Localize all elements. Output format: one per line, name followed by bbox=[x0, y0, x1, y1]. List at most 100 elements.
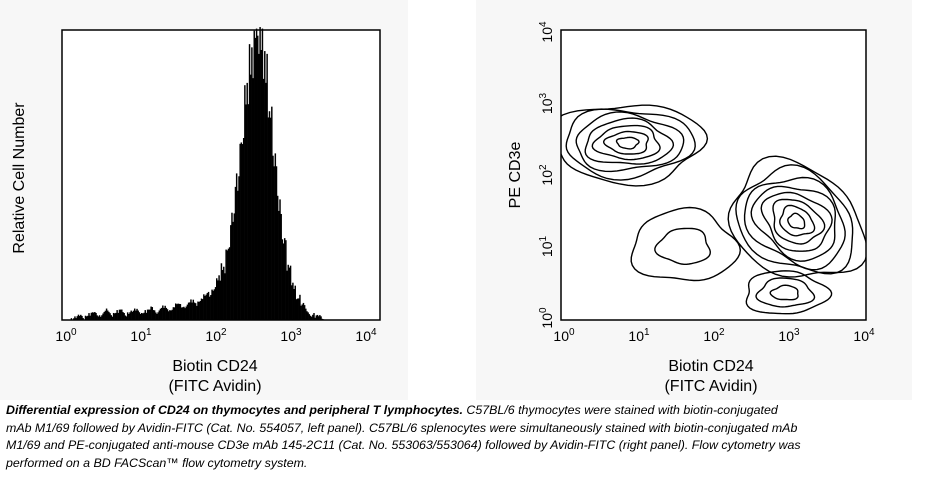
histogram-bar bbox=[183, 306, 185, 320]
figure: 100 101 102 103 104 Relative Cell Number Bio… bbox=[11, 21, 875, 395]
caption-body: C57BL/6 thymocytes were stained with bio… bbox=[6, 403, 801, 470]
contour-y-tick-label: 104 bbox=[538, 21, 555, 43]
contour-line bbox=[602, 130, 649, 155]
histogram-bar bbox=[87, 315, 89, 320]
histogram-bar bbox=[220, 263, 223, 320]
tick-base: 10 bbox=[853, 328, 869, 344]
histogram-bar bbox=[213, 289, 216, 320]
histogram-bar bbox=[162, 305, 164, 320]
tick-exponent: 3 bbox=[538, 92, 549, 98]
histogram-bar bbox=[285, 240, 287, 320]
histogram-bar bbox=[76, 316, 79, 320]
histogram-bar bbox=[117, 312, 120, 320]
contour-x-tick-label: 104 bbox=[853, 327, 875, 344]
histogram-bar bbox=[149, 309, 151, 320]
histogram-bar bbox=[216, 278, 218, 320]
histogram-bar bbox=[107, 310, 109, 320]
histogram-bar bbox=[291, 285, 293, 320]
contour-line bbox=[591, 124, 661, 161]
histogram-bar bbox=[174, 303, 177, 320]
histogram-bar bbox=[159, 308, 162, 320]
histogram-bar bbox=[235, 173, 238, 320]
histogram-bar bbox=[74, 316, 76, 320]
tick-exponent: 4 bbox=[538, 21, 549, 27]
histogram-bar bbox=[316, 314, 319, 320]
histogram-bar bbox=[267, 117, 270, 320]
histogram-bar bbox=[131, 311, 134, 320]
contour-y-tick-label: 102 bbox=[538, 164, 555, 186]
tick-exponent: 4 bbox=[869, 327, 875, 338]
histogram-bar bbox=[165, 307, 168, 320]
contour-line bbox=[727, 155, 866, 278]
histogram-bar bbox=[232, 221, 234, 320]
histogram-bar bbox=[110, 315, 113, 320]
histogram-x-tick-label: 102 bbox=[205, 327, 227, 344]
tick-exponent: 1 bbox=[146, 327, 152, 338]
tick-base: 10 bbox=[628, 328, 644, 344]
histogram-x-tick-label: 101 bbox=[130, 327, 152, 344]
histogram-bar bbox=[239, 143, 241, 320]
histogram-bar bbox=[158, 310, 161, 320]
histogram-bar bbox=[312, 314, 314, 320]
histogram-bar bbox=[94, 311, 96, 320]
histogram-bar bbox=[315, 315, 318, 320]
histogram-bar bbox=[121, 309, 123, 320]
histogram-bar bbox=[321, 318, 323, 320]
histogram-bar bbox=[298, 298, 300, 320]
histogram-bar bbox=[225, 249, 227, 320]
contour-line bbox=[769, 284, 799, 301]
contour-x-tick-label: 101 bbox=[628, 327, 650, 344]
histogram-bar bbox=[177, 303, 179, 320]
histogram-bar bbox=[269, 117, 272, 320]
histogram-bar bbox=[217, 280, 219, 320]
histogram-bar bbox=[278, 210, 280, 320]
histogram-bar bbox=[118, 309, 121, 320]
histogram-bar bbox=[259, 27, 261, 320]
histogram-bar bbox=[180, 307, 183, 320]
histogram-bar bbox=[281, 239, 284, 320]
histogram-bar bbox=[265, 82, 267, 321]
histogram-bar bbox=[200, 298, 203, 320]
contour-line bbox=[745, 270, 833, 315]
histogram-bar bbox=[273, 166, 275, 320]
histogram-bar bbox=[219, 280, 221, 320]
contour-y-tick-label: 103 bbox=[538, 92, 555, 114]
histogram-bar bbox=[307, 312, 309, 320]
histogram-bar bbox=[296, 298, 299, 320]
histogram-x-tick-label: 104 bbox=[355, 327, 377, 344]
histogram-bar bbox=[258, 53, 260, 320]
histogram-bar bbox=[197, 301, 199, 320]
contour-line bbox=[779, 204, 816, 237]
tick-exponent: 2 bbox=[538, 164, 549, 170]
histogram-bar bbox=[303, 305, 306, 320]
contour-line bbox=[565, 108, 696, 181]
histogram-bar bbox=[108, 311, 110, 320]
contour-line bbox=[760, 191, 833, 252]
histogram-bar bbox=[132, 310, 135, 320]
histogram-bar bbox=[302, 302, 305, 320]
histogram-bar bbox=[145, 312, 148, 320]
histogram-bar bbox=[96, 315, 98, 320]
histogram-bar bbox=[251, 47, 253, 320]
histogram-bar bbox=[83, 319, 86, 320]
histogram-bar bbox=[178, 303, 180, 320]
histogram-bar bbox=[266, 53, 268, 320]
tick-exponent: 0 bbox=[71, 327, 77, 338]
histogram-bar bbox=[305, 308, 307, 320]
contour-line bbox=[630, 206, 742, 282]
histogram-bar bbox=[89, 315, 91, 320]
histogram-bar bbox=[242, 138, 245, 320]
histogram-bar bbox=[142, 313, 144, 320]
tick-base: 10 bbox=[553, 328, 569, 344]
histogram-bar bbox=[182, 307, 184, 320]
contour-x-tick-label: 102 bbox=[703, 327, 725, 344]
histogram-bar bbox=[268, 111, 271, 320]
histogram-bar bbox=[289, 265, 292, 320]
tick-exponent: 3 bbox=[296, 327, 302, 338]
histogram-bar bbox=[116, 310, 118, 320]
histogram-bar bbox=[208, 296, 211, 320]
contour-y-tick-label: 100 bbox=[538, 307, 555, 329]
histogram-bar bbox=[294, 285, 296, 320]
histogram-bar bbox=[112, 312, 115, 320]
tick-base: 10 bbox=[539, 313, 555, 329]
